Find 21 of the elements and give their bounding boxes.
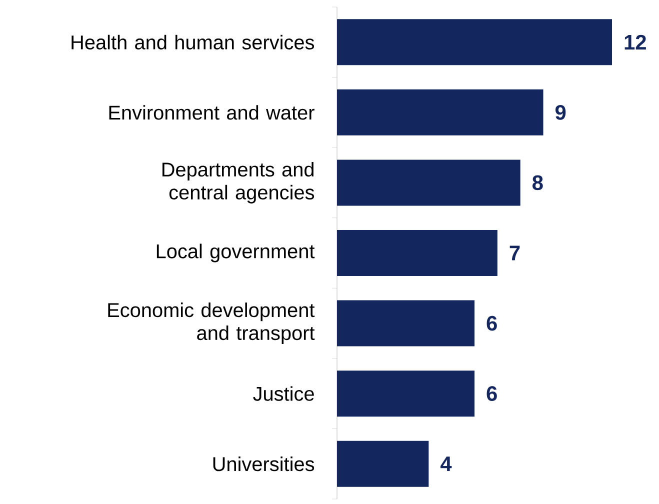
y-tick-label: Justice [253, 386, 314, 401]
bar [337, 160, 520, 206]
y-tick-label: Departments and central agencies [162, 162, 314, 204]
data-label: 12 [624, 34, 646, 50]
y-tick-label: Environment and water [109, 105, 314, 120]
bar [337, 300, 474, 346]
data-label: 9 [555, 105, 566, 120]
data-label: 6 [486, 316, 497, 331]
y-tick-label: Universities [213, 456, 314, 472]
bar [337, 89, 544, 136]
data-label: 4 [440, 456, 452, 472]
y-tick-label: Health and human services [72, 34, 314, 50]
bar [337, 440, 429, 487]
y-tick-label: Economic development and transport [108, 302, 315, 344]
bar [337, 19, 612, 66]
y-tick-label: Local government [156, 244, 315, 262]
data-label: 8 [532, 175, 543, 190]
bar [337, 230, 498, 276]
bar [337, 370, 474, 417]
data-label: 6 [486, 386, 497, 401]
data-label: 7 [510, 246, 520, 260]
